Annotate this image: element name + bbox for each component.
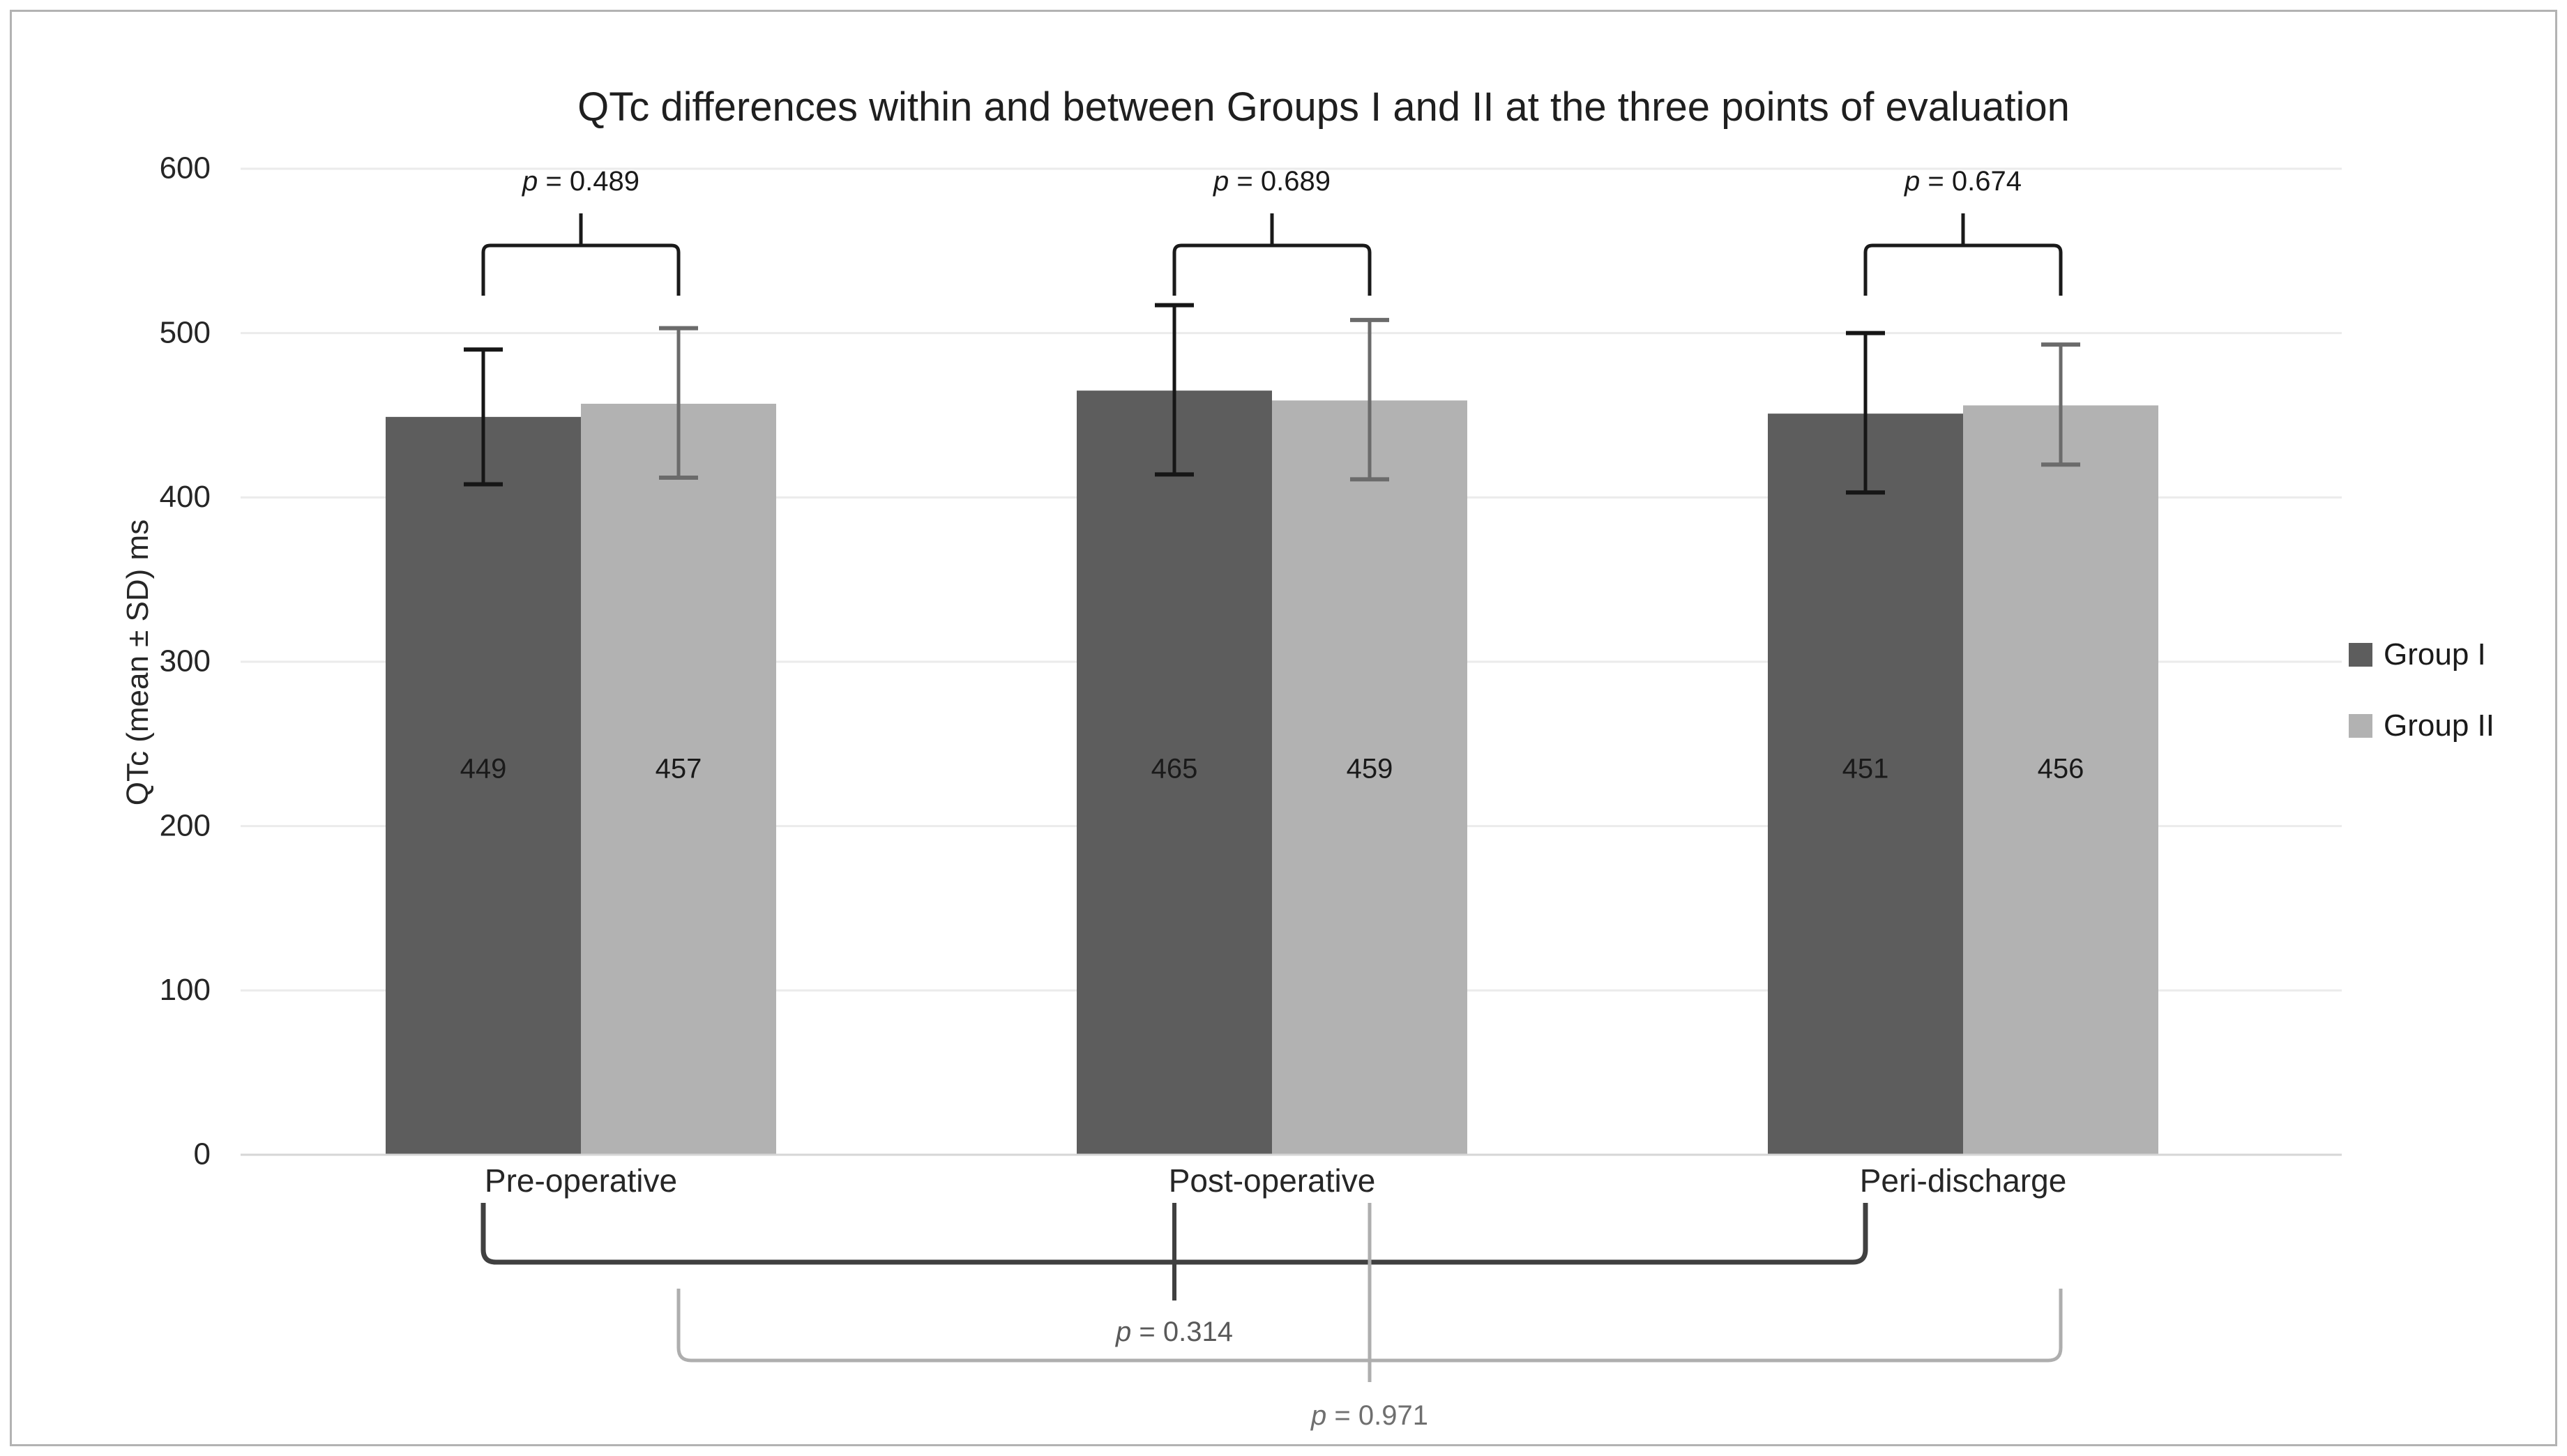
legend-swatch-group-ii	[2349, 714, 2372, 738]
y-axis-tick-label-500: 500	[160, 315, 211, 349]
legend-item-group-ii: Group II	[2349, 708, 2494, 743]
legend-label-group-i: Group I	[2384, 637, 2486, 672]
legend-label-group-ii: Group II	[2384, 708, 2494, 743]
p-value-between-groups-post-operative: p = 0.689	[1213, 166, 1331, 197]
bar-value-label-group-i-pre-operative: 449	[460, 754, 507, 784]
bar-value-label-group-ii-post-operative: 459	[1347, 754, 1393, 784]
bracket-between-groups-pre-operative	[481, 243, 681, 296]
p-value-group-i-across-periods: p = 0.314	[1115, 1317, 1233, 1347]
y-axis-tick-label-600: 600	[160, 151, 211, 185]
legend-swatch-group-i	[2349, 643, 2372, 667]
bar-group-ii-post-operative	[1272, 400, 1467, 1155]
y-axis-tick-label-0: 0	[194, 1137, 211, 1171]
bar-group-i-peri-discharge	[1768, 414, 1963, 1155]
y-axis-tick-label-300: 300	[160, 644, 211, 678]
bar-value-label-group-i-peri-discharge: 451	[1842, 754, 1889, 784]
y-axis-tick-label-100: 100	[160, 973, 211, 1007]
p-value-group-ii-across-periods: p = 0.971	[1310, 1400, 1428, 1431]
x-axis-label-pre-operative: Pre-operative	[485, 1162, 677, 1199]
bar-group-i-pre-operative	[386, 416, 581, 1155]
p-value-between-groups-peri-discharge: p = 0.674	[1904, 166, 2022, 197]
bar-group-ii-pre-operative	[581, 404, 776, 1155]
x-axis-label-post-operative: Post-operative	[1169, 1162, 1376, 1199]
bracket-between-groups-post-operative	[1172, 243, 1372, 296]
bar-value-label-group-i-post-operative: 465	[1151, 754, 1198, 784]
bar-group-i-post-operative	[1077, 390, 1272, 1155]
bracket-between-groups-peri-discharge	[1863, 243, 2063, 296]
legend: Group I Group II	[2349, 637, 2494, 743]
bar-value-label-group-ii-pre-operative: 457	[656, 754, 702, 784]
bar-value-label-group-ii-peri-discharge: 456	[2038, 754, 2084, 784]
bar-group-ii-peri-discharge	[1963, 405, 2158, 1155]
chart-title: QTc differences within and between Group…	[577, 84, 2070, 130]
x-axis-label-peri-discharge: Peri-discharge	[1860, 1162, 2067, 1199]
y-axis-tick-label-400: 400	[160, 480, 211, 514]
y-axis-tick-label-200: 200	[160, 808, 211, 842]
p-value-between-groups-pre-operative: p = 0.489	[522, 166, 639, 197]
legend-item-group-i: Group I	[2349, 637, 2494, 672]
